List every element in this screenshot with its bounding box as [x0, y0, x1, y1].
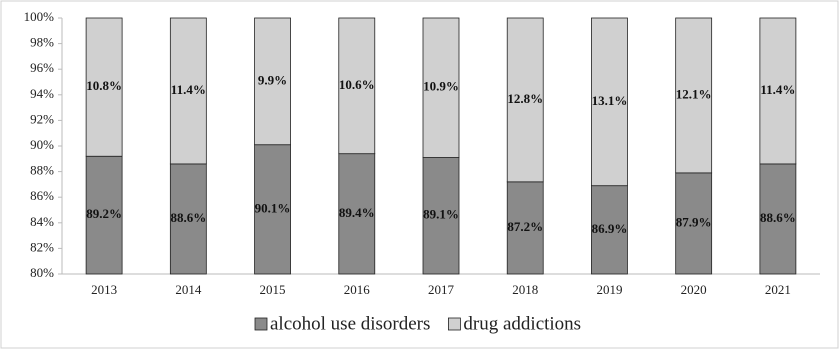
value-label: 13.1%	[592, 93, 628, 108]
x-tick-label: 2018	[512, 282, 538, 297]
value-label: 10.9%	[423, 79, 459, 94]
y-tick-label: 82%	[30, 239, 54, 254]
value-label: 10.6%	[339, 77, 375, 92]
bar-segment	[422, 17, 460, 158]
bar-segment	[254, 144, 291, 275]
bar-segment	[169, 163, 207, 275]
value-label: 89.1%	[423, 207, 459, 222]
value-label: 89.4%	[339, 205, 375, 220]
value-label: 88.6%	[170, 210, 206, 225]
legend-swatch	[254, 317, 268, 331]
y-tick-label: 86%	[30, 188, 54, 203]
bar-segment	[169, 17, 207, 165]
value-label: 12.8%	[507, 91, 543, 106]
y-tick-label: 94%	[30, 86, 54, 101]
legend-label: drug addictions	[463, 313, 581, 334]
bar-segment	[591, 17, 628, 187]
value-label: 9.9%	[258, 72, 287, 87]
x-tick-label: 2014	[175, 282, 202, 297]
value-label: 11.4%	[171, 82, 206, 97]
legend-swatch	[448, 317, 461, 331]
bar-segment	[675, 17, 713, 174]
bar-segment	[759, 17, 797, 165]
y-tick-label: 98%	[30, 35, 54, 50]
y-tick-label: 92%	[30, 111, 54, 126]
value-label: 89.2%	[86, 206, 122, 221]
bar-segment	[338, 153, 376, 275]
bar-segment	[506, 17, 544, 183]
bar-segment	[422, 157, 460, 275]
x-tick-label: 2016	[344, 282, 371, 297]
value-label: 90.1%	[255, 200, 291, 215]
bar-segment	[85, 155, 123, 275]
value-label: 87.2%	[507, 219, 543, 234]
bar-segment	[254, 17, 291, 146]
bar-segment	[759, 163, 797, 275]
y-tick-label: 88%	[30, 163, 54, 178]
x-tick-label: 2015	[260, 282, 286, 297]
bar-segment	[85, 17, 123, 157]
bar-segment	[675, 172, 713, 275]
value-label: 11.4%	[760, 82, 795, 97]
x-tick-label: 2021	[765, 282, 791, 297]
bar-segment	[591, 185, 628, 275]
value-label: 88.6%	[760, 210, 796, 225]
value-label: 10.8%	[86, 78, 122, 93]
y-tick-label: 96%	[30, 60, 54, 75]
x-tick-label: 2020	[681, 282, 707, 297]
x-tick-label: 2017	[428, 282, 455, 297]
value-label: 86.9%	[592, 221, 628, 236]
x-tick-label: 2013	[91, 282, 117, 297]
y-tick-label: 84%	[30, 214, 54, 229]
legend-label: alcohol use disorders	[270, 313, 430, 334]
y-tick-label: 100%	[24, 9, 55, 24]
value-label: 87.9%	[676, 214, 712, 229]
y-tick-label: 80%	[30, 265, 54, 280]
bar-segment	[338, 17, 376, 155]
y-tick-label: 90%	[30, 137, 54, 152]
value-label: 12.1%	[676, 86, 712, 101]
x-tick-label: 2019	[596, 282, 622, 297]
